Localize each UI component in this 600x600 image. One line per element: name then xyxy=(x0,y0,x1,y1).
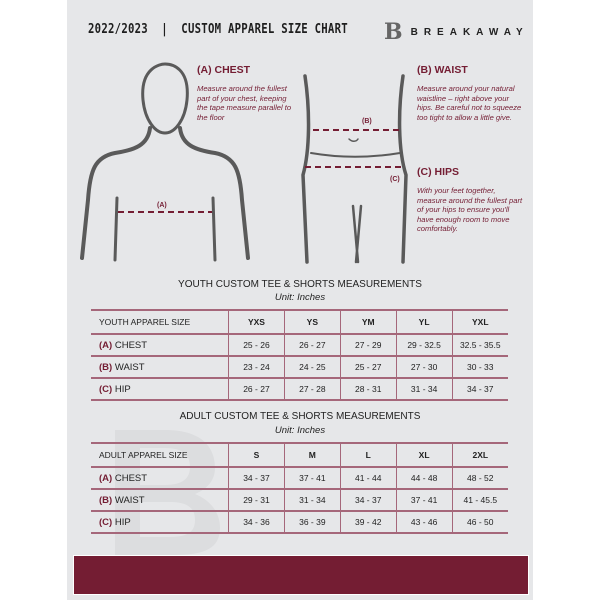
size-column-header: M xyxy=(283,442,341,467)
measurement-cell: 25 - 27 xyxy=(339,355,397,378)
size-header-label: ADULT APPAREL SIZE xyxy=(91,442,229,467)
measure-label-cell: (A) CHEST xyxy=(91,466,229,489)
measurement-cell: 29 - 32.5 xyxy=(395,333,453,356)
measure-name: HIP xyxy=(114,383,131,395)
measure-name: CHEST xyxy=(114,339,148,351)
hips-description: With your feet together, measure around … xyxy=(417,186,523,234)
table-row: (A) CHEST 34 - 37 37 - 41 41 - 44 44 - 48 48 … xyxy=(91,466,508,489)
table-row: (C) HIP 26 - 27 27 - 28 28 - 31 31 - 34 34 - … xyxy=(91,377,508,401)
measurement-cell: 39 - 42 xyxy=(339,510,397,534)
measurement-cell: 41 - 44 xyxy=(339,466,397,489)
size-header-label: YOUTH APPAREL SIZE xyxy=(91,309,229,334)
measurement-cell: 36 - 39 xyxy=(283,510,341,534)
table-row: (C) HIP 34 - 36 36 - 39 39 - 42 43 - 46 46 - … xyxy=(91,510,508,534)
measurement-cell: 34 - 36 xyxy=(228,510,285,534)
measurement-cell: 44 - 48 xyxy=(395,466,453,489)
size-column-header: 2XL xyxy=(451,442,508,467)
brand-mark-icon: B xyxy=(384,19,403,45)
measure-name: WAIST xyxy=(114,494,145,506)
measurement-cell: 27 - 30 xyxy=(395,355,453,378)
measurement-cell: 46 - 50 xyxy=(451,510,508,534)
hips-title: (C) HIPS xyxy=(417,166,459,178)
measurement-cell: 48 - 52 xyxy=(451,466,508,489)
table-row: (B) WAIST 29 - 31 31 - 34 34 - 37 37 - 41 41 … xyxy=(91,488,508,511)
measure-code: (B) xyxy=(99,361,113,373)
measurement-cell: 37 - 41 xyxy=(283,466,341,489)
upper-body-figure xyxy=(80,62,250,262)
size-column-header: S xyxy=(228,442,285,467)
measurement-cell: 28 - 31 xyxy=(339,377,397,401)
chest-title: (A) CHEST xyxy=(197,64,251,76)
measure-code: (A) xyxy=(99,339,113,351)
measure-name: HIP xyxy=(114,516,131,528)
hips-marker: (C) xyxy=(390,176,400,183)
size-column-header: YXL xyxy=(451,309,508,334)
measurement-cell: 29 - 31 xyxy=(228,488,285,511)
size-column-header: YL xyxy=(395,309,453,334)
brand-name: BREAKAWAY xyxy=(410,26,529,38)
measure-label-cell: (A) CHEST xyxy=(91,333,229,356)
waist-marker: (B) xyxy=(362,118,372,125)
youth-table-unit: Unit: Inches xyxy=(274,292,326,303)
measurement-cell: 32.5 - 35.5 xyxy=(451,333,508,356)
measure-code: (B) xyxy=(99,494,113,506)
size-column-header: YS xyxy=(283,309,341,334)
measure-code: (C) xyxy=(99,516,113,528)
measurement-cell: 34 - 37 xyxy=(339,488,397,511)
youth-size-table: YOUTH APPAREL SIZE YXS YS YM YL YXL (A) CHEST 2… xyxy=(91,309,508,401)
measurement-cell: 31 - 34 xyxy=(283,488,341,511)
measurement-cell: 34 - 37 xyxy=(451,377,508,401)
brand-logo: B BREAKAWAY xyxy=(384,19,529,45)
measure-code: (C) xyxy=(99,383,113,395)
measurement-cell: 43 - 46 xyxy=(395,510,453,534)
body-illustrations: (A) (B) (C) xyxy=(80,62,408,264)
page-title: 2022/2023 | CUSTOM APPAREL SIZE CHART xyxy=(88,22,348,37)
measure-label-cell: (C) HIP xyxy=(91,377,229,401)
size-column-header: YXS xyxy=(228,309,285,334)
measurement-cell: 31 - 34 xyxy=(395,377,453,401)
adult-size-table: ADULT APPAREL SIZE S M L XL 2XL (A) CHEST 34 - … xyxy=(91,442,508,534)
measurement-cell: 23 - 24 xyxy=(228,355,285,378)
measurement-cell: 37 - 41 xyxy=(395,488,453,511)
measure-name: CHEST xyxy=(114,472,148,484)
waist-title: (B) WAIST xyxy=(417,64,468,76)
measurement-cell: 34 - 37 xyxy=(228,466,285,489)
chest-description: Measure around the fullest part of your … xyxy=(197,84,292,122)
size-column-header: L xyxy=(339,442,397,467)
youth-table-title: YOUTH CUSTOM TEE & SHORTS MEASUREMENTS xyxy=(178,279,422,290)
chest-marker: (A) xyxy=(157,202,167,209)
measure-label-cell: (B) WAIST xyxy=(91,355,229,378)
adult-table-unit: Unit: Inches xyxy=(274,425,326,436)
table-header-row: ADULT APPAREL SIZE S M L XL 2XL xyxy=(91,442,508,467)
size-column-header: YM xyxy=(339,309,397,334)
footer-bar xyxy=(73,555,529,595)
measurement-cell: 41 - 45.5 xyxy=(451,488,508,511)
measurement-cell: 24 - 25 xyxy=(283,355,341,378)
table-header-row: YOUTH APPAREL SIZE YXS YS YM YL YXL xyxy=(91,309,508,334)
measure-label-cell: (C) HIP xyxy=(91,510,229,534)
measurement-cell: 27 - 28 xyxy=(283,377,341,401)
table-row: (B) WAIST 23 - 24 24 - 25 25 - 27 27 - 30 30 … xyxy=(91,355,508,378)
measure-code: (A) xyxy=(99,472,113,484)
measure-name: WAIST xyxy=(114,361,145,373)
waist-description: Measure around your natural waistline – … xyxy=(417,84,522,122)
table-row: (A) CHEST 25 - 26 26 - 27 27 - 29 29 - 32.5 3… xyxy=(91,333,508,356)
measurement-cell: 27 - 29 xyxy=(339,333,397,356)
measure-label-cell: (B) WAIST xyxy=(91,488,229,511)
measurement-cell: 26 - 27 xyxy=(283,333,341,356)
measurement-cell: 26 - 27 xyxy=(228,377,285,401)
size-column-header: XL xyxy=(395,442,453,467)
measurement-cell: 30 - 33 xyxy=(451,355,508,378)
lower-body-figure xyxy=(301,74,408,264)
measurement-cell: 25 - 26 xyxy=(228,333,285,356)
adult-table-title: ADULT CUSTOM TEE & SHORTS MEASUREMENTS xyxy=(179,411,421,422)
